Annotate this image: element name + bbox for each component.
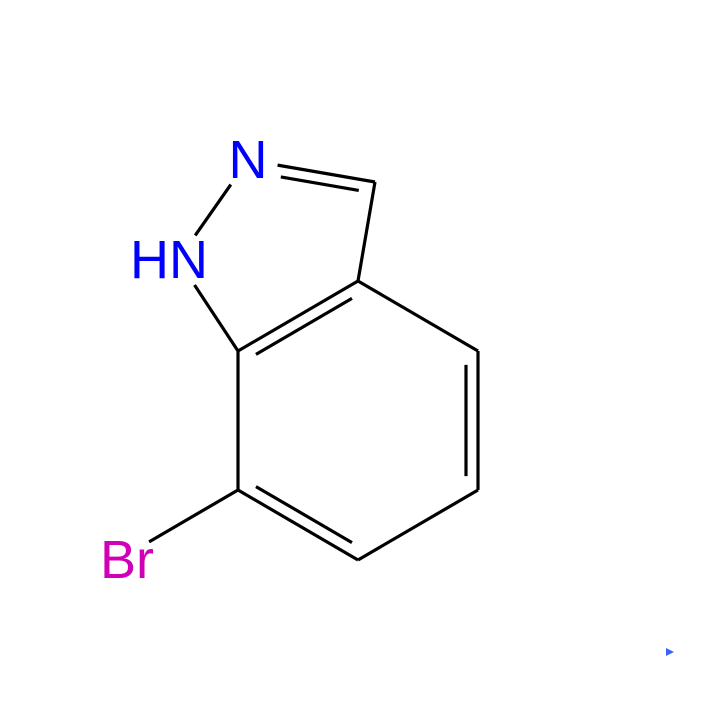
corner-marker: [666, 648, 674, 656]
br-label: Br: [100, 530, 154, 590]
molecule-diagram: N HN Br: [0, 0, 715, 716]
n1-label: HN: [130, 230, 208, 290]
n2-label: N: [229, 130, 268, 190]
